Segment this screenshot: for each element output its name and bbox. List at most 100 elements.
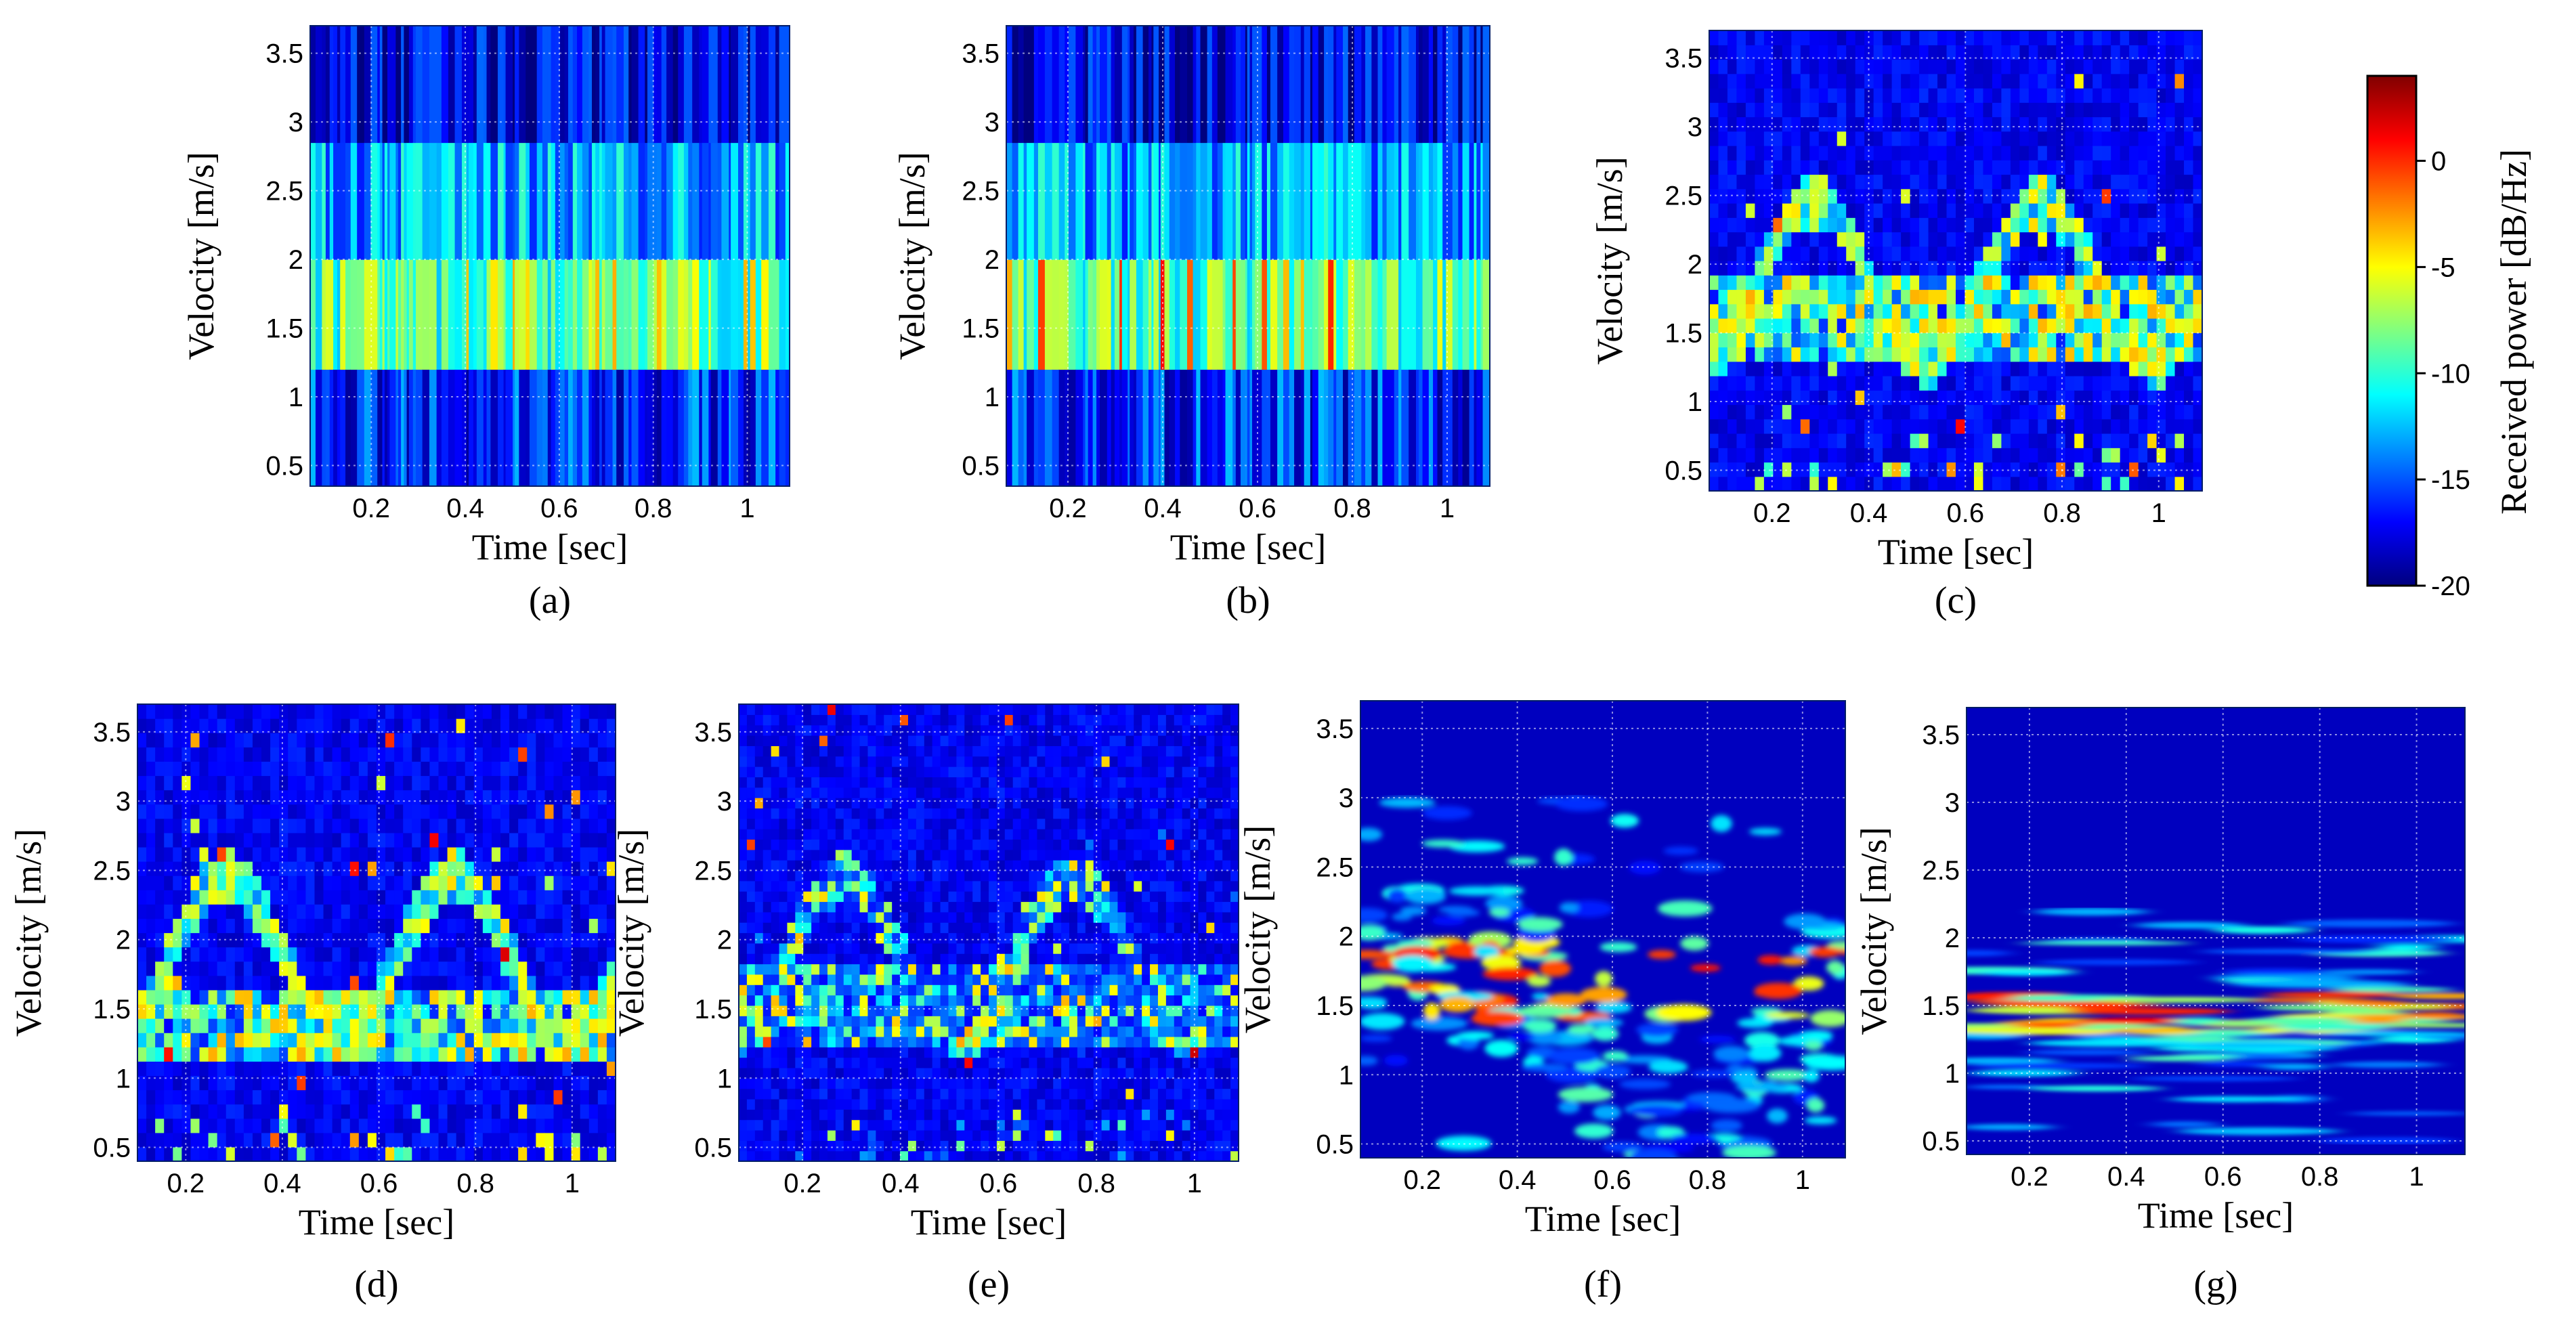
heatmap-cell [234,1018,244,1033]
heatmap-cell [1773,146,1783,160]
heatmap-cell [1745,390,1756,406]
heatmap-cell [1864,217,1874,233]
heatmap-cell [2010,390,2020,406]
heatmap-cell [1855,217,1865,233]
heatmap-cell [500,989,510,1005]
heatmap-cell [827,1150,836,1161]
heatmap-cell [2065,404,2075,420]
heatmap-cell [438,747,448,762]
heatmap-cell [412,733,421,748]
heatmap-cell [527,718,536,733]
heatmap-cell [382,26,385,144]
heatmap-cell [385,1061,395,1077]
heatmap-cell [164,747,173,762]
heatmap-cell [288,932,297,948]
heatmap-cell [429,918,439,934]
heatmap-cell [421,890,431,905]
heatmap-cell [465,961,475,976]
heatmap-cell [491,904,501,919]
heatmap-cell [234,861,244,876]
heatmap-cell [422,26,430,144]
heatmap-cell [1883,203,1893,218]
heatmap-cell [819,911,828,923]
heatmap-cell [580,975,590,991]
heatmap-cell [571,989,581,1005]
heatmap-cell [297,861,307,876]
heatmap-cell [1891,361,1902,376]
heatmap-cell [2129,275,2139,290]
heatmap-cell [456,1132,466,1148]
heatmap-cell [2120,246,2130,261]
heatmap-cell [1809,232,1820,247]
heatmap-cell [1718,188,1728,204]
heatmap-cell [2193,418,2202,434]
heatmap-cell [2138,361,2148,376]
heatmap-cell [702,369,709,486]
heatmap-cell [429,1003,439,1019]
heatmap-cell [358,747,368,762]
heatmap-cell [787,1109,796,1121]
heatmap-cell [2156,203,2166,218]
heatmap-cell [2120,59,2130,74]
heatmap-cell [310,142,316,260]
heatmap-cell [181,733,192,748]
heatmap-cell [787,963,796,975]
heatmap-cell [527,846,536,862]
heatmap-cell [1864,361,1874,376]
heatmap-cell [288,861,297,876]
heatmap-cell [2028,361,2038,376]
heatmap-cell [597,747,607,762]
heatmap-cell [1328,369,1334,486]
heatmap-cell [2019,476,2030,491]
heatmap-cell [421,1089,431,1105]
heatmap-cell [1255,369,1262,486]
heatmap-cell [551,369,556,486]
heatmap-cell [279,846,288,862]
heatmap-cell [1965,88,1975,103]
heatmap-cell [1085,142,1089,260]
heatmap-cell [1068,259,1076,370]
heatmap-cell [226,1118,236,1133]
heatmap-cell [1818,116,1828,132]
heatmap-cell [429,890,439,905]
heatmap-cell [323,989,333,1005]
heatmap-cell [754,756,764,767]
heatmap-cell [1828,289,1838,305]
heatmap-cell [2001,476,2011,491]
heatmap-cell [1773,390,1783,406]
heatmap-cell [1864,390,1874,406]
heatmap-cell [217,875,227,890]
heatmap-cell [771,1026,780,1037]
heatmap-cell [1469,369,1475,486]
heatmap-cell [750,259,756,370]
heatmap-cell [447,1132,457,1148]
heatmap-cell [1809,102,1820,118]
heatmap-cell [146,918,156,934]
heatmap-cell [1130,142,1134,260]
heatmap-cell [2001,217,2011,233]
heatmap-cell [2111,462,2121,477]
heatmap-cell [692,259,700,370]
heatmap-cell [754,1026,764,1037]
heatmap-cell [580,1033,590,1047]
heatmap-cell [746,818,756,829]
heatmap-cell [2129,462,2139,477]
heatmap-cell [787,922,796,934]
heatmap-cell [2193,275,2202,290]
heatmap-cell [1727,73,1738,89]
heatmap-cell [349,818,360,833]
heatmap-cell [811,901,820,913]
heatmap-cell [243,861,253,876]
heatmap-cell [1791,476,1801,491]
heatmap-cell [252,818,262,833]
heatmap-cell [377,1003,386,1019]
heatmap-cell [332,989,342,1005]
heatmap-cell [252,875,262,890]
heatmap-cell [1718,30,1728,45]
heatmap-cell [377,142,381,260]
heatmap-cell [270,789,280,805]
heatmap-cell [1973,347,1984,362]
heatmap-cell [367,875,377,890]
heatmap-cell [1983,347,1993,362]
heatmap-cell [395,369,399,486]
